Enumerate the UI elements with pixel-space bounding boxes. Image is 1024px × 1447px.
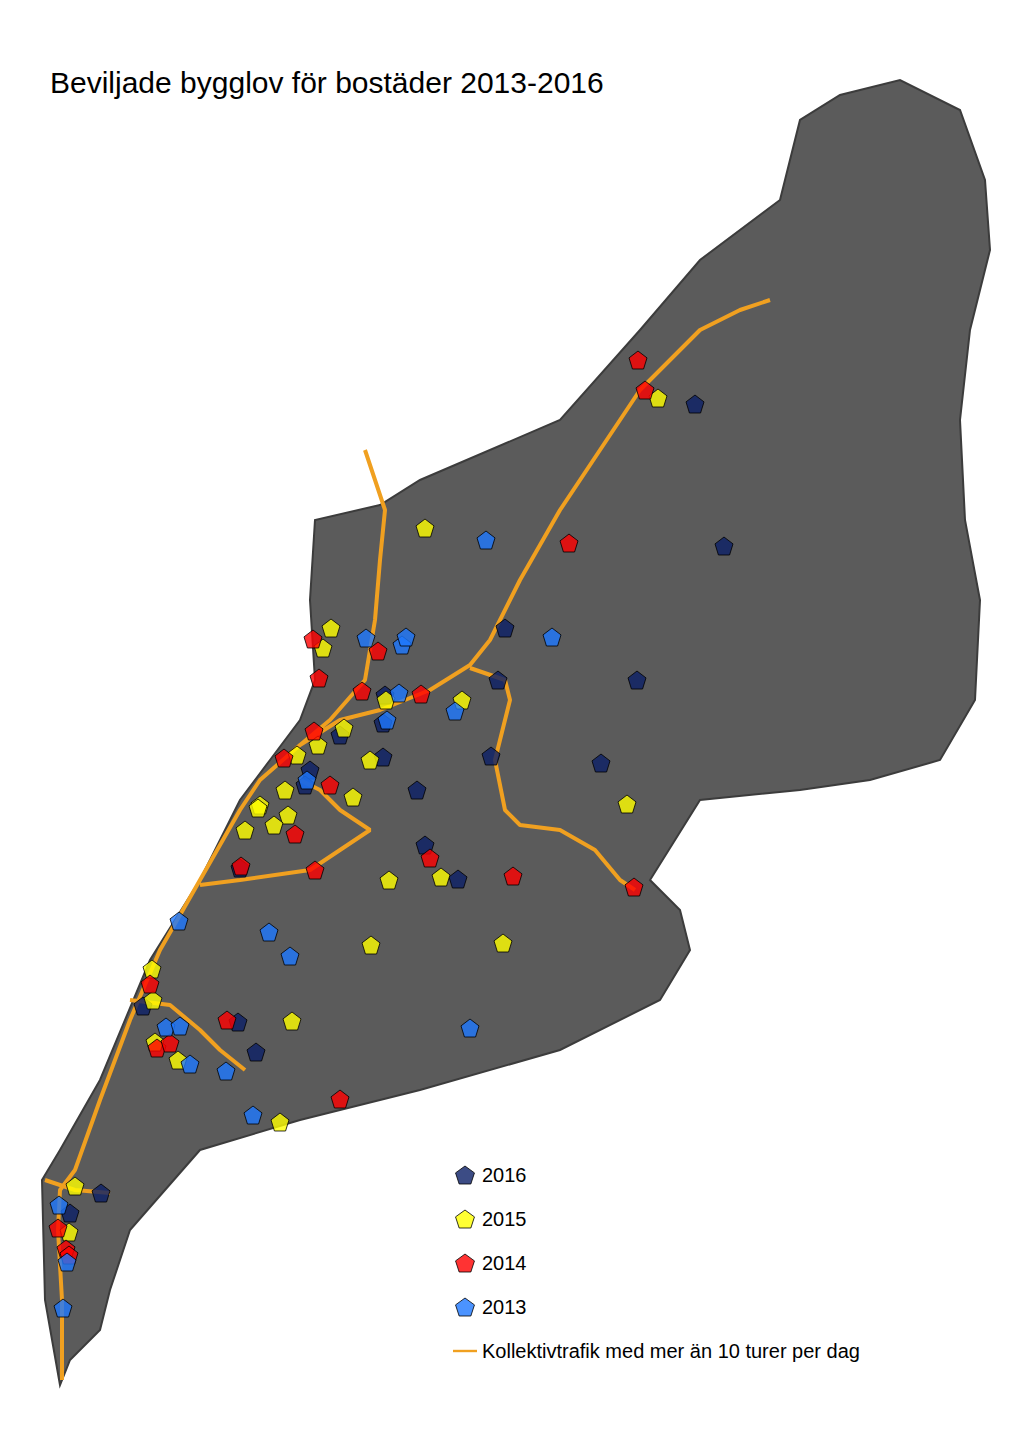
svg-text:2015: 2015: [482, 1208, 527, 1230]
svg-text:2014: 2014: [482, 1252, 527, 1274]
svg-text:Beviljade bygglov för bostäder: Beviljade bygglov för bostäder 2013-2016: [50, 66, 604, 99]
svg-text:2013: 2013: [482, 1296, 527, 1318]
svg-text:2016: 2016: [482, 1164, 527, 1186]
svg-text:Kollektivtrafik med mer än 10: Kollektivtrafik med mer än 10 turer per …: [482, 1340, 860, 1362]
